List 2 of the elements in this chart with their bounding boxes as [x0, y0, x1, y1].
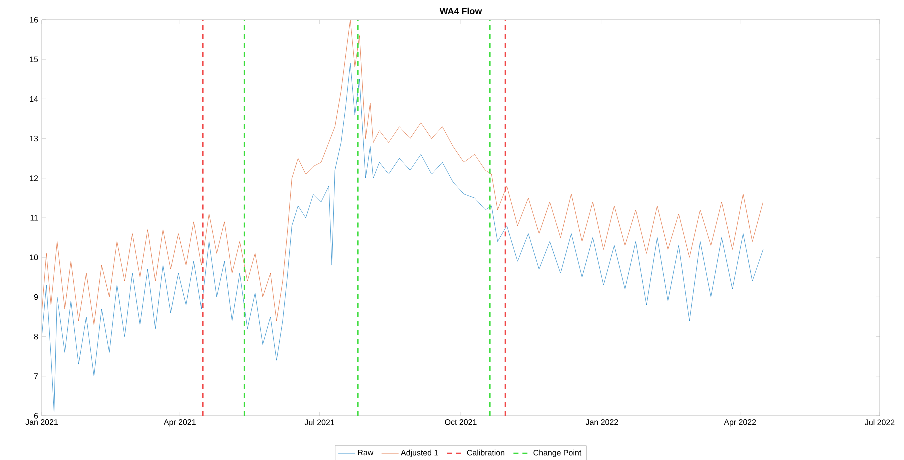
line-series — [42, 63, 764, 412]
chart-title: WA4 Flow — [440, 8, 482, 15]
